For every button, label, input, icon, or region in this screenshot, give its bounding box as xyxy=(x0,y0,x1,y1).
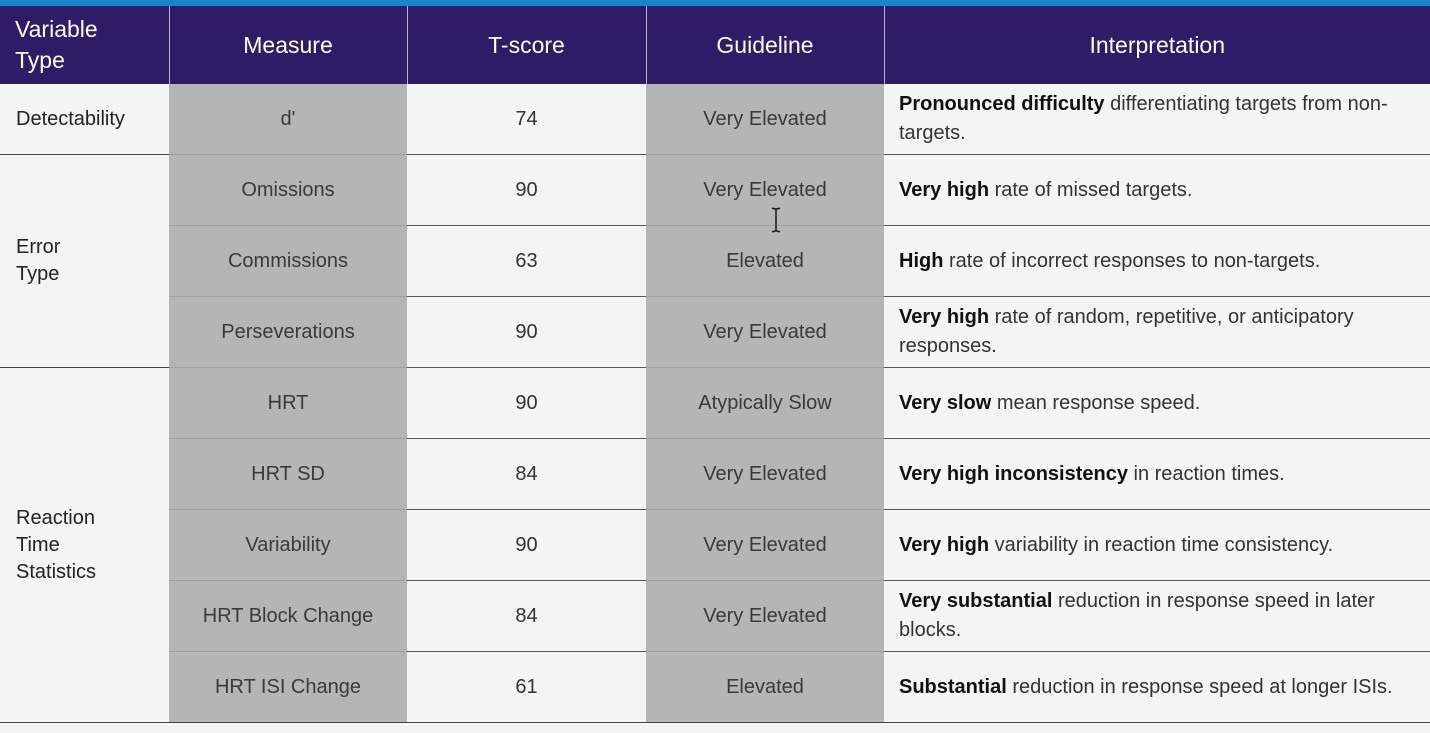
interpretation-cell: Substantial reduction in response speed … xyxy=(884,651,1430,723)
guideline-cell: Very Elevated xyxy=(646,438,884,510)
guideline-cell: Very Elevated xyxy=(646,509,884,581)
tscore-cell: 90 xyxy=(407,509,646,581)
header-tscore: T-score xyxy=(406,6,646,84)
measure-cell: Variability xyxy=(169,509,407,581)
interpretation-cell: Very substantial reduction in response s… xyxy=(884,580,1430,652)
tscore-cell: 63 xyxy=(407,225,646,297)
top-accent-bar xyxy=(0,0,1430,6)
table-row: HRT SD 84 Very Elevated Very high incons… xyxy=(0,438,1430,510)
measure-cell: Perseverations xyxy=(169,296,407,368)
table-row: Variability 90 Very Elevated Very high v… xyxy=(0,509,1430,581)
guideline-cell: Very Elevated xyxy=(646,154,884,226)
measure-cell: Commissions xyxy=(169,225,407,297)
tscore-cell: 84 xyxy=(407,580,646,652)
tscore-cell: 90 xyxy=(407,154,646,226)
guideline-cell: Elevated xyxy=(646,651,884,723)
interpretation-cell: Very high rate of missed targets. xyxy=(884,154,1430,226)
measure-cell: d' xyxy=(169,84,407,155)
results-table: Variable Type Measure T-score Guideline … xyxy=(0,6,1430,723)
interpretation-cell: High rate of incorrect responses to non-… xyxy=(884,225,1430,297)
tscore-cell: 74 xyxy=(407,84,646,155)
guideline-cell: Very Elevated xyxy=(646,296,884,368)
interpretation-cell: Pronounced difficulty differentiating ta… xyxy=(884,84,1430,155)
table-row: HRT Block Change 84 Very Elevated Very s… xyxy=(0,580,1430,652)
group-reaction-time: Reaction Time Statistics xyxy=(0,367,169,723)
tscore-cell: 84 xyxy=(407,438,646,510)
table-row: Commissions 63 Elevated High rate of inc… xyxy=(0,225,1430,297)
tscore-cell: 61 xyxy=(407,651,646,723)
guideline-cell: Atypically Slow xyxy=(646,367,884,439)
interpretation-cell: Very high rate of random, repetitive, or… xyxy=(884,296,1430,368)
group-detectability: Detectability xyxy=(0,84,169,155)
header-interpretation: Interpretation xyxy=(883,6,1430,84)
table-row: Perseverations 90 Very Elevated Very hig… xyxy=(0,296,1430,368)
table-row: Error Type Omissions 90 Very Elevated Ve… xyxy=(0,154,1430,368)
measure-cell: HRT xyxy=(169,367,407,439)
measure-cell: Omissions xyxy=(169,154,407,226)
measure-cell: HRT ISI Change xyxy=(169,651,407,723)
measure-cell: HRT Block Change xyxy=(169,580,407,652)
guideline-cell: Very Elevated xyxy=(646,580,884,652)
header-measure: Measure xyxy=(168,6,407,84)
interpretation-cell: Very high inconsistency in reaction time… xyxy=(884,438,1430,510)
table-row: Detectability d' 74 Very Elevated Pronou… xyxy=(0,84,1430,155)
table-row: HRT ISI Change 61 Elevated Substantial r… xyxy=(0,651,1430,723)
header-variable-type: Variable Type xyxy=(0,6,169,84)
measure-cell: HRT SD xyxy=(169,438,407,510)
interpretation-cell: Very high variability in reaction time c… xyxy=(884,509,1430,581)
interpretation-cell: Very slow mean response speed. xyxy=(884,367,1430,439)
tscore-cell: 90 xyxy=(407,367,646,439)
guideline-cell: Very Elevated xyxy=(646,84,884,155)
guideline-cell: Elevated xyxy=(646,225,884,297)
header-row: Variable Type Measure T-score Guideline … xyxy=(0,6,1430,84)
tscore-cell: 90 xyxy=(407,296,646,368)
group-error-type: Error Type xyxy=(0,154,169,368)
text-cursor-icon xyxy=(771,207,781,233)
table-row: Reaction Time Statistics HRT 90 Atypical… xyxy=(0,367,1430,723)
header-guideline: Guideline xyxy=(645,6,884,84)
